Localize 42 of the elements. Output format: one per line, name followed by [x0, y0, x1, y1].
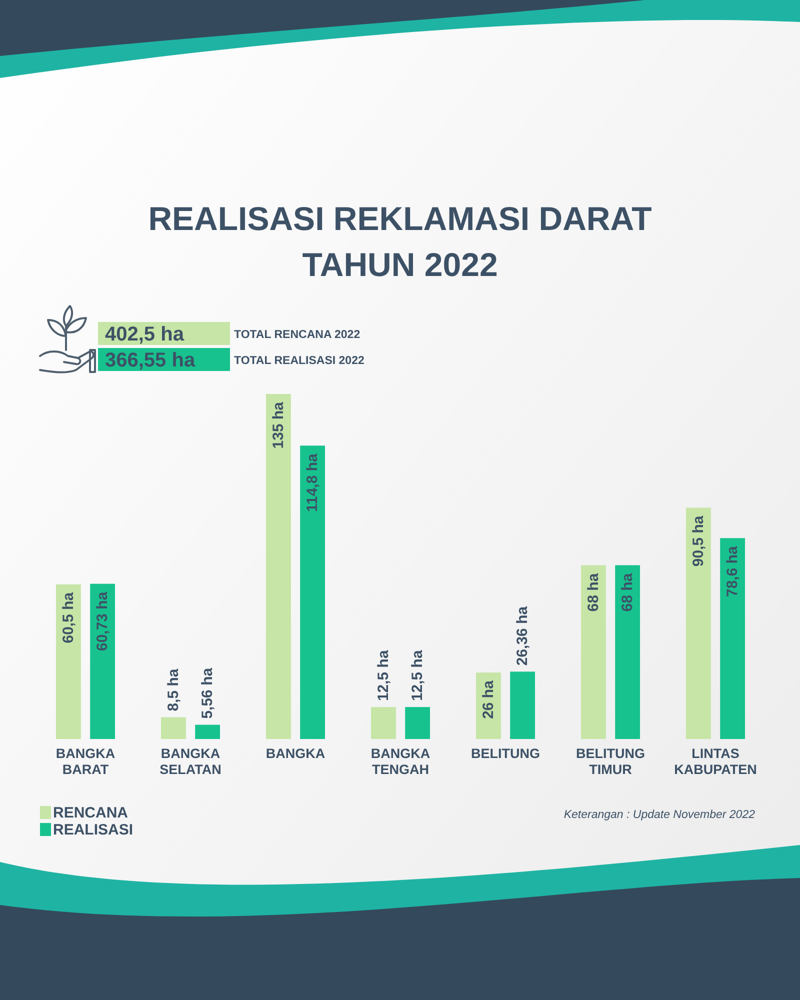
data-label: 12,5 ha	[409, 650, 426, 702]
text: TOTAL REALISASI 2022	[234, 355, 364, 367]
x-tick-label: BANGKA	[266, 746, 326, 761]
x-tick-label: BANGKA TENGAH	[370, 746, 430, 777]
data-label: 90,5 ha	[690, 515, 707, 567]
bar	[195, 724, 220, 739]
data-label: 5,56 ha	[199, 667, 216, 719]
data-label: 68 ha	[584, 572, 602, 612]
x-tick-label: BELITUNG TIMUR	[576, 746, 645, 777]
x-tick-label: BANGKA SELATAN	[160, 746, 222, 777]
legend-label: REALISASI	[53, 822, 134, 838]
data-label: 26 ha	[480, 680, 497, 719]
bar	[720, 538, 745, 739]
x-tick-label: BANGKA BARAT	[56, 746, 116, 777]
text: TOTAL RENCANA 2022	[234, 329, 360, 341]
data-label: 135 ha	[270, 401, 287, 449]
bar	[581, 565, 606, 739]
bar	[615, 565, 640, 739]
data-label: 60,73 ha	[94, 591, 112, 652]
data-label: 60,5 ha	[60, 592, 77, 644]
data-label: 8,5 ha	[164, 668, 182, 712]
data-label: 114,8 ha	[304, 452, 322, 512]
bar	[56, 584, 81, 739]
x-tick-label: LINTAS KABUPATEN	[674, 746, 757, 777]
bar	[90, 584, 115, 739]
legend-label: RENCANA	[53, 804, 128, 822]
data-label: 78,6 ha	[724, 545, 742, 598]
data-label: 12,5 ha	[374, 650, 392, 702]
bar	[510, 672, 535, 739]
chart-title: REALISASI REKLAMASI DARAT TAHUN 2022	[148, 200, 652, 283]
bar	[161, 717, 186, 739]
bar	[405, 707, 430, 739]
x-tick-label: BELITUNG	[471, 746, 540, 761]
bar	[266, 394, 291, 739]
data-label: 68 ha	[619, 572, 636, 612]
text: 402,5 ha	[105, 324, 185, 346]
bar	[300, 446, 325, 739]
bar	[371, 707, 396, 739]
bar	[686, 508, 711, 739]
text: Keterangan : Update November 2022	[564, 809, 756, 821]
text: 366,55 ha	[105, 350, 196, 372]
data-label: 26,36 ha	[514, 606, 532, 666]
